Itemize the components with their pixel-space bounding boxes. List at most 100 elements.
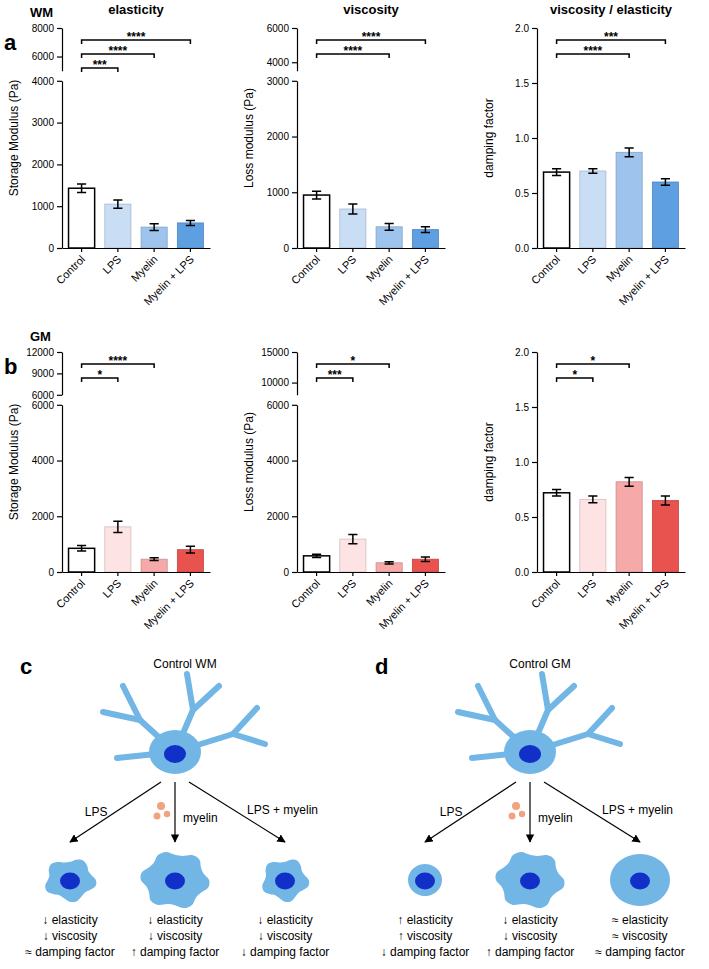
y-tick-label: 4000 [32, 455, 55, 466]
significance-label: **** [127, 30, 146, 44]
cell-body [45, 860, 96, 902]
y-tick: 6000 [267, 23, 297, 34]
y-tick-mark [292, 460, 297, 461]
panel-label: b [4, 354, 17, 379]
x-axis: ControlLPSMyelinMyelin + LPS [529, 248, 686, 307]
child-effect: ↓ elasticity [257, 913, 312, 927]
x-tick-label: Myelin + LPS [376, 253, 431, 308]
child-effect: ↓ viscosity [503, 929, 558, 943]
x-axis-line [538, 248, 686, 249]
x-tick-mark [190, 248, 191, 252]
y-tick-mark [532, 352, 537, 353]
y-axis: 0200040006000 [32, 400, 63, 578]
x-tick-mark [81, 572, 82, 576]
child-label: LPS + myelin [247, 803, 318, 817]
significance-label: *** [93, 58, 107, 72]
x-tick: Myelin + LPS [616, 572, 671, 631]
error-bar [385, 223, 394, 230]
y-tick-label: 6000 [32, 51, 55, 62]
y-tick-mark [57, 352, 62, 353]
y-tick: 3000 [32, 117, 62, 128]
x-tick: LPS [100, 248, 123, 276]
y-tick-mark [292, 382, 297, 383]
diagram: Control WMLPS↓ elasticity↓ viscosity≈ da… [25, 657, 329, 959]
x-tick: Control [54, 572, 88, 610]
y-tick-label: 9000 [32, 368, 55, 379]
y-axis: 40006000 [267, 23, 298, 72]
x-tick-mark [665, 248, 666, 252]
x-tick-mark [629, 248, 630, 252]
y-tick-mark [57, 516, 62, 517]
y-axis-line [297, 29, 298, 72]
chart: 02000400060001000015000ControlLPSMyelinM… [242, 347, 446, 632]
y-tick: 0 [48, 567, 62, 578]
y-tick-label: 4000 [267, 455, 290, 466]
y-tick-mark [57, 122, 62, 123]
x-tick: LPS [575, 572, 598, 600]
y-tick: 1.0 [515, 133, 537, 144]
diagram: Control GMLPS↑ elasticity↑ viscosity↓ da… [381, 657, 685, 959]
error-bar [77, 546, 86, 552]
y-tick: 6000 [32, 400, 62, 411]
x-tick-label: LPS [575, 253, 598, 276]
x-tick-label: LPS [335, 253, 358, 276]
y-tick-label: 6000 [32, 400, 55, 411]
error-bar [312, 191, 321, 199]
bar [580, 171, 606, 248]
x-tick-label: Myelin + LPS [141, 253, 196, 308]
cell-nucleus [60, 873, 80, 890]
y-tick-mark [57, 572, 62, 573]
y-axis-line [297, 81, 298, 248]
y-tick-label: 8000 [32, 23, 55, 34]
y-tick: 1.5 [515, 402, 537, 413]
error-bar [661, 179, 670, 186]
error-bar [625, 477, 634, 486]
y-tick-mark [57, 248, 62, 249]
myelin-debris [512, 802, 520, 810]
x-tick: Myelin [604, 572, 635, 608]
y-tick-mark [532, 248, 537, 249]
child-effect: ≈ viscosity [612, 929, 667, 943]
x-tick-mark [190, 572, 191, 576]
cell-body [504, 730, 556, 774]
marks [304, 534, 439, 572]
x-tick-label: Myelin [604, 253, 635, 284]
y-tick-mark [57, 460, 62, 461]
bar [105, 527, 131, 572]
y-tick: 6000 [267, 400, 297, 411]
bar [616, 482, 642, 572]
figure: 0100020003000400060008000ControlLPSMyeli… [0, 0, 709, 969]
panel-label: a [4, 30, 17, 55]
x-tick: LPS [335, 572, 358, 600]
y-tick: 4000 [32, 455, 62, 466]
y-axis-line [297, 353, 298, 396]
y-axis-line [62, 29, 63, 72]
x-axis-line [298, 572, 446, 573]
x-tick-mark [592, 248, 593, 252]
error-bar [150, 558, 159, 561]
y-axis: 0200040006000 [267, 400, 298, 578]
x-axis-line [538, 572, 686, 573]
y-tick: 0.5 [515, 188, 537, 199]
bar [304, 195, 330, 248]
x-tick-mark [352, 572, 353, 576]
y-tick: 15000 [261, 347, 297, 358]
child-effect: ↑ viscosity [398, 929, 453, 943]
x-tick: Control [289, 572, 323, 610]
y-tick-label: 2000 [267, 511, 290, 522]
x-tick-mark [592, 572, 593, 576]
y-tick-mark [292, 572, 297, 573]
bar [580, 499, 606, 572]
x-tick: Myelin [604, 248, 635, 284]
x-tick-label: LPS [575, 577, 598, 600]
error-bar [113, 521, 122, 532]
error-bar [588, 169, 597, 173]
x-axis: ControlLPSMyelinMyelin + LPS [289, 248, 446, 307]
x-tick: Myelin [364, 572, 395, 608]
x-tick: Myelin + LPS [376, 248, 431, 307]
x-tick-label: Control [54, 577, 88, 611]
y-tick: 1000 [267, 187, 297, 198]
y-tick-label: 1.5 [515, 78, 529, 89]
myelin-debris [164, 811, 170, 817]
cell-process [588, 734, 620, 744]
